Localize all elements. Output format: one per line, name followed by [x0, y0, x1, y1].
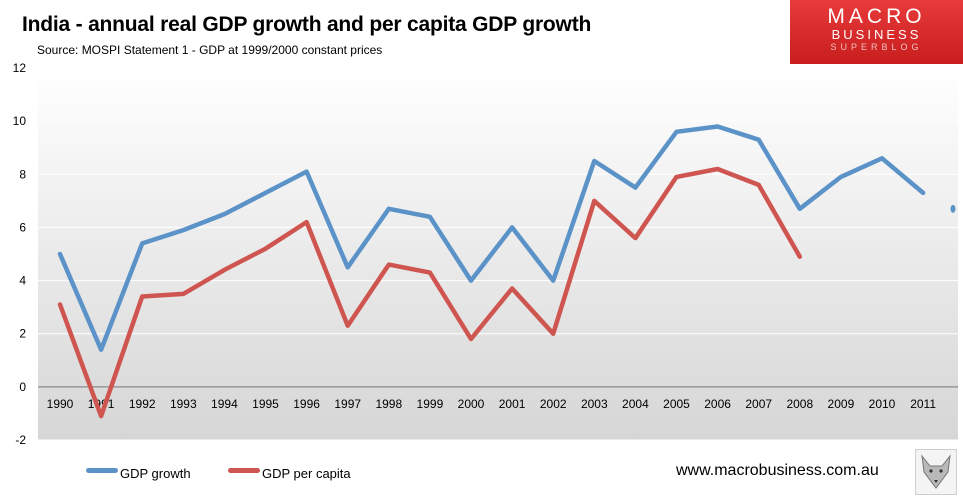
plot-area — [38, 68, 958, 440]
x-tick-label: 2006 — [704, 397, 731, 411]
y-tick-label: 12 — [13, 61, 27, 75]
macrobusiness-logo: MACRO BUSINESS SUPERBLOG — [790, 0, 963, 64]
x-tick-label: 1993 — [170, 397, 197, 411]
x-tick-label: 1990 — [47, 397, 74, 411]
y-tick-label: -2 — [15, 433, 26, 447]
x-tick-label: 2004 — [622, 397, 649, 411]
logo-line-2: BUSINESS — [831, 27, 922, 42]
wolf-logo-icon — [915, 449, 957, 495]
legend-swatch-gdp-per-capita — [228, 468, 260, 473]
x-tick-label: 1995 — [252, 397, 279, 411]
x-tick-label: 2001 — [499, 397, 526, 411]
x-tick-label: 1999 — [417, 397, 444, 411]
y-tick-label: 8 — [19, 167, 26, 181]
gdp-per-capita-line — [57, 166, 803, 419]
y-tick-label: 6 — [19, 220, 26, 234]
logo-line-1: MACRO — [827, 5, 926, 28]
y-tick-label: 4 — [19, 274, 26, 288]
x-tick-label: 1996 — [293, 397, 320, 411]
y-tick-label: 10 — [13, 114, 27, 128]
x-tick-label: 1992 — [129, 397, 156, 411]
chart-subtitle: Source: MOSPI Statement 1 - GDP at 1999/… — [37, 43, 383, 57]
x-tick-label: 2005 — [663, 397, 690, 411]
x-tick-label: 1997 — [334, 397, 361, 411]
logo-line-3: SUPERBLOG — [830, 42, 923, 52]
x-tick-label: 2003 — [581, 397, 608, 411]
x-tick-label: 2009 — [828, 397, 855, 411]
x-tick-label: 2002 — [540, 397, 567, 411]
y-tick-label: 0 — [19, 380, 26, 394]
website-url: www.macrobusiness.com.au — [676, 462, 879, 479]
x-tick-label: 2000 — [458, 397, 485, 411]
gdp-growth-extra-point — [950, 204, 956, 213]
x-tick-label: 1998 — [375, 397, 402, 411]
x-tick-label: 2007 — [745, 397, 772, 411]
gdp-growth-line — [57, 124, 926, 352]
legend-swatch-gdp-growth — [86, 468, 118, 473]
legend-label-gdp-per-capita: GDP per capita — [262, 466, 351, 481]
x-tick-label: 2010 — [869, 397, 896, 411]
x-tick-label: 1994 — [211, 397, 238, 411]
chart-title: India - annual real GDP growth and per c… — [22, 13, 592, 36]
x-tick-label: 2011 — [910, 397, 936, 411]
y-tick-label: 2 — [19, 327, 26, 341]
legend-label-gdp-growth: GDP growth — [120, 466, 191, 481]
x-tick-label: 2008 — [786, 397, 813, 411]
